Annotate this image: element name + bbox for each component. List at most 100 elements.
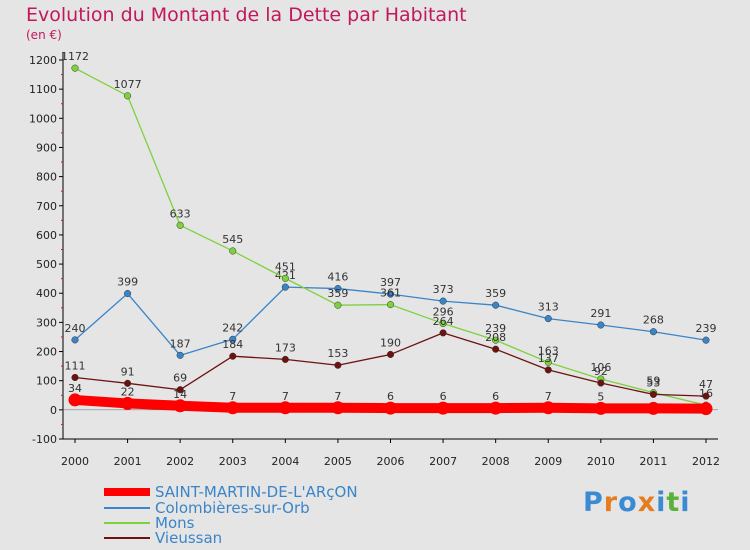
data-point bbox=[334, 301, 342, 309]
legend-label: Mons bbox=[155, 514, 195, 532]
data-point bbox=[71, 64, 79, 72]
data-label: 22 bbox=[121, 385, 135, 398]
x-tick-label: 2007 bbox=[429, 455, 457, 468]
data-point bbox=[386, 301, 395, 309]
data-label: 1077 bbox=[114, 78, 142, 91]
data-point bbox=[544, 358, 552, 366]
data-label: 359 bbox=[485, 287, 506, 300]
data-label: 313 bbox=[538, 301, 559, 314]
data-point bbox=[544, 315, 552, 323]
data-point bbox=[702, 392, 710, 400]
data-label: 47 bbox=[699, 378, 713, 391]
data-point bbox=[439, 329, 447, 337]
data-label: 7 bbox=[334, 390, 341, 403]
logo-letter: o bbox=[618, 487, 638, 518]
x-tick-label: 2000 bbox=[61, 455, 89, 468]
data-point bbox=[436, 401, 450, 415]
data-label: 137 bbox=[538, 352, 559, 365]
data-point bbox=[597, 321, 605, 329]
y-tick-label: -100 bbox=[32, 433, 57, 446]
data-label: 239 bbox=[696, 322, 717, 335]
data-label: 7 bbox=[229, 390, 236, 403]
data-point bbox=[229, 352, 237, 360]
data-label: 7 bbox=[545, 390, 552, 403]
data-label: 190 bbox=[380, 336, 401, 349]
data-point bbox=[489, 401, 503, 415]
data-label: 1172 bbox=[61, 50, 89, 63]
data-label: 264 bbox=[433, 315, 454, 328]
data-label: 53 bbox=[646, 376, 660, 389]
series-2: 1172 1077 633 545 451 359 361 296 239 163 106 5 91 6 bbox=[61, 50, 713, 409]
data-label: 296 bbox=[433, 306, 454, 319]
data-label: 7 bbox=[282, 390, 289, 403]
data-label: 359 bbox=[327, 287, 348, 300]
proxiti-logo: Proxiti bbox=[583, 487, 691, 518]
data-label: 268 bbox=[643, 314, 664, 327]
chart-unit-label: (en €) bbox=[26, 28, 62, 42]
data-point bbox=[229, 247, 237, 255]
y-tick-label: 500 bbox=[36, 258, 57, 271]
data-point bbox=[492, 336, 500, 344]
data-label: 399 bbox=[117, 276, 138, 289]
data-point bbox=[176, 221, 184, 229]
data-point bbox=[386, 350, 395, 359]
data-point bbox=[281, 283, 289, 291]
chart-title: Evolution du Montant de la Dette par Hab… bbox=[26, 4, 467, 26]
data-point bbox=[544, 366, 552, 374]
data-label: 92 bbox=[594, 365, 608, 378]
data-label: 163 bbox=[538, 344, 559, 357]
data-point bbox=[649, 328, 657, 336]
data-label: 240 bbox=[65, 322, 86, 335]
data-point bbox=[646, 401, 660, 415]
data-point bbox=[384, 401, 397, 415]
data-label: 291 bbox=[590, 307, 611, 320]
data-point bbox=[226, 401, 240, 415]
y-tick-label: 600 bbox=[36, 229, 57, 242]
data-point bbox=[121, 396, 135, 410]
data-point bbox=[702, 336, 710, 344]
data-label: 153 bbox=[327, 347, 348, 360]
data-point bbox=[281, 355, 289, 363]
logo-letter: i bbox=[656, 487, 667, 518]
logo-letter: t bbox=[666, 487, 681, 518]
x-tick-label: 2002 bbox=[166, 455, 194, 468]
data-point bbox=[492, 301, 500, 309]
data-label: 416 bbox=[327, 271, 348, 284]
x-tick-label: 2012 bbox=[692, 455, 720, 468]
data-label: 361 bbox=[380, 287, 401, 300]
data-point bbox=[68, 393, 82, 407]
data-label: 5 bbox=[597, 390, 604, 403]
data-point bbox=[71, 336, 79, 344]
data-label: 397 bbox=[380, 276, 401, 289]
data-point bbox=[541, 401, 555, 415]
y-tick-label: 700 bbox=[36, 200, 57, 213]
logo-letter: r bbox=[603, 487, 619, 518]
legend-label: Colombières-sur-Orb bbox=[155, 499, 310, 517]
data-point bbox=[439, 297, 447, 305]
data-point bbox=[331, 401, 345, 415]
data-label: 184 bbox=[222, 338, 243, 351]
x-tick-label: 2008 bbox=[482, 455, 510, 468]
data-point bbox=[334, 285, 342, 293]
data-label: 242 bbox=[222, 321, 243, 334]
data-point bbox=[334, 361, 342, 369]
data-point bbox=[281, 274, 289, 282]
y-tick-label: 400 bbox=[36, 287, 57, 300]
x-tick-label: 2011 bbox=[639, 455, 667, 468]
data-point bbox=[386, 290, 395, 298]
data-label: 69 bbox=[173, 372, 187, 385]
data-point bbox=[594, 401, 608, 415]
series-0: 34 22 14 7 7 7 6 6 6 7 5 bbox=[68, 382, 713, 416]
y-tick-label: 200 bbox=[36, 346, 57, 359]
data-label: 34 bbox=[68, 382, 82, 395]
data-point bbox=[699, 402, 713, 416]
x-tick-label: 2001 bbox=[114, 455, 142, 468]
y-tick-label: 900 bbox=[36, 141, 57, 154]
y-tick-label: 800 bbox=[36, 171, 57, 184]
data-label: 6 bbox=[492, 390, 499, 403]
x-tick-label: 2010 bbox=[587, 455, 615, 468]
data-point bbox=[176, 386, 184, 394]
y-tick-label: 1200 bbox=[29, 54, 57, 67]
